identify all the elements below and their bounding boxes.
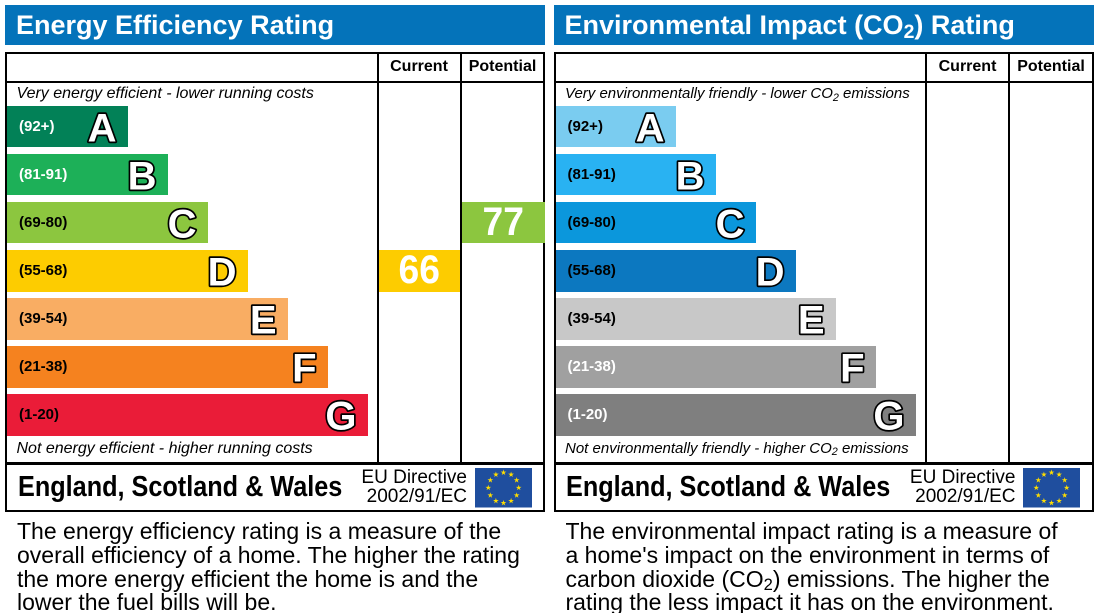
svg-text:E: E bbox=[250, 298, 277, 340]
svg-text:C: C bbox=[167, 202, 196, 244]
svg-text:D: D bbox=[756, 250, 785, 292]
svg-text:F: F bbox=[292, 346, 316, 388]
svg-text:F: F bbox=[840, 346, 864, 388]
svg-text:D: D bbox=[207, 250, 236, 292]
svg-text:E: E bbox=[798, 298, 825, 340]
svg-text:B: B bbox=[676, 154, 705, 196]
svg-text:A: A bbox=[87, 106, 116, 148]
svg-text:B: B bbox=[127, 154, 156, 196]
svg-text:A: A bbox=[636, 106, 665, 148]
svg-text:G: G bbox=[325, 395, 356, 437]
svg-text:G: G bbox=[874, 395, 905, 437]
svg-text:C: C bbox=[716, 202, 745, 244]
